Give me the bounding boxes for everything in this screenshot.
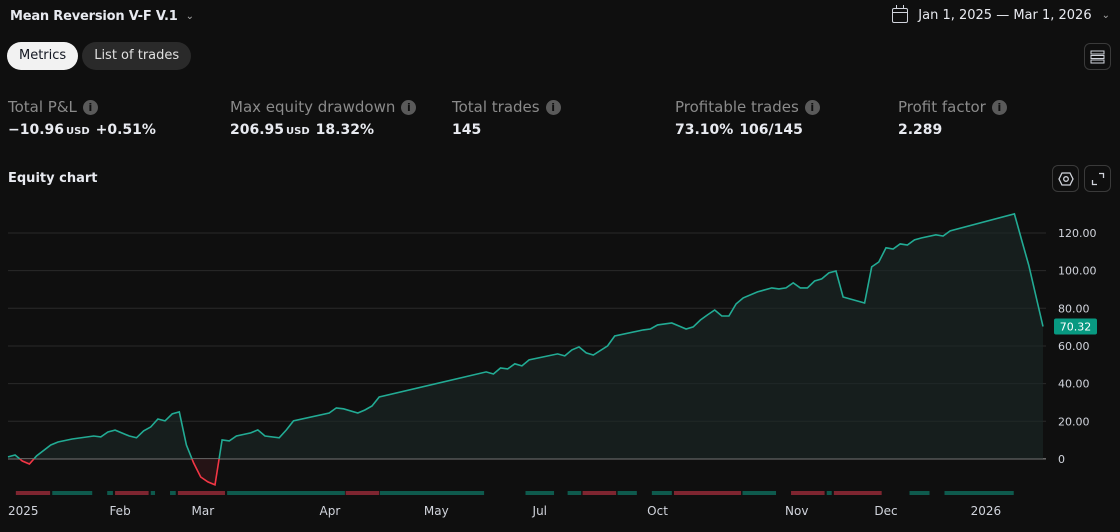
date-range-selector[interactable]: Jan 1, 2025 — Mar 1, 2026 ⌄ xyxy=(892,5,1110,23)
chart-expand-button[interactable] xyxy=(1084,165,1111,192)
x-tick-label: Dec xyxy=(874,504,897,518)
equity-area-positive xyxy=(8,213,1043,459)
metric-max-drawdown: Max equity drawdown i 206.95 USD 18.32% xyxy=(230,98,417,138)
calendar-icon xyxy=(892,5,909,23)
info-icon[interactable]: i xyxy=(82,99,98,115)
x-tick-label: Oct xyxy=(647,504,668,518)
y-tick-label: 80.00 xyxy=(1058,302,1090,315)
metric-extra: 18.32% xyxy=(315,122,374,138)
chart-title: Equity chart xyxy=(8,171,98,186)
strategy-name: Mean Reversion V-F V.1 xyxy=(10,9,178,24)
period-bar-profit xyxy=(150,491,156,495)
x-tick-label: Nov xyxy=(785,504,808,518)
period-bar-profit xyxy=(170,491,176,495)
metric-label: Profit factor xyxy=(898,98,986,116)
period-bar-loss xyxy=(345,491,380,495)
y-tick-label: 60.00 xyxy=(1058,340,1090,353)
expand-icon xyxy=(1091,172,1104,185)
metric-unit: USD xyxy=(66,126,90,137)
x-tick-label: Jul xyxy=(532,504,547,518)
y-tick-label: 0 xyxy=(1058,453,1065,466)
period-bar-profit xyxy=(379,491,485,495)
period-bar-loss xyxy=(791,491,825,495)
y-tick-label: 20.00 xyxy=(1058,415,1090,428)
metric-profit-factor: Profit factor i 2.289 xyxy=(898,98,1007,138)
period-bar-profit xyxy=(617,491,637,495)
period-bar-profit xyxy=(826,491,832,495)
metric-total-trades: Total trades i 145 xyxy=(452,98,561,138)
period-bar-loss xyxy=(673,491,742,495)
metric-profitable-trades: Profitable trades i 73.10% 106/145 xyxy=(675,98,820,138)
strategy-selector[interactable]: Mean Reversion V-F V.1 ⌄ xyxy=(10,9,194,24)
metric-extra: 106/145 xyxy=(739,122,803,138)
period-bar-profit xyxy=(52,491,93,495)
metric-label: Total P&L xyxy=(8,98,77,116)
last-value-badge xyxy=(1054,318,1097,335)
info-icon[interactable]: i xyxy=(545,99,561,115)
date-range-text: Jan 1, 2025 — Mar 1, 2026 xyxy=(918,8,1092,23)
x-tick-label: Feb xyxy=(109,504,130,518)
period-bar-profit xyxy=(227,491,345,495)
last-value-label: 70.32 xyxy=(1060,321,1092,334)
period-bar-profit xyxy=(567,491,582,495)
period-bar-loss xyxy=(177,491,225,495)
info-icon[interactable]: i xyxy=(991,99,1007,115)
chevron-down-icon: ⌄ xyxy=(1101,10,1110,21)
equity-area-negative xyxy=(8,458,1043,485)
layout-menu-button[interactable] xyxy=(1084,43,1111,70)
info-icon[interactable]: i xyxy=(401,99,417,115)
metric-value: 2.289 xyxy=(898,122,943,138)
x-tick-label: Apr xyxy=(320,504,341,518)
menu-lines-icon xyxy=(1090,50,1105,63)
chevron-down-icon: ⌄ xyxy=(185,11,194,22)
x-tick-label: Mar xyxy=(192,504,215,518)
metric-label: Total trades xyxy=(452,98,540,116)
period-bar-loss xyxy=(115,491,149,495)
equity-line-positive xyxy=(7,212,1044,459)
info-icon[interactable]: i xyxy=(804,99,820,115)
tab-metrics[interactable]: Metrics xyxy=(7,42,79,70)
view-tabs: Metrics List of trades xyxy=(7,42,192,70)
y-tick-label: 120.00 xyxy=(1058,227,1097,240)
period-bar-profit xyxy=(107,491,113,495)
metric-value: 145 xyxy=(452,122,482,138)
period-bar-loss xyxy=(15,491,51,495)
metric-label: Profitable trades xyxy=(675,98,799,116)
period-bar-profit xyxy=(651,491,672,495)
metric-total-pnl: Total P&L i −10.96 USD +0.51% xyxy=(8,98,156,138)
y-tick-label: 100.00 xyxy=(1058,265,1097,278)
x-tick-label: 2026 xyxy=(971,504,1002,518)
period-bar-loss xyxy=(833,491,882,495)
metric-value: 206.95 xyxy=(230,122,285,138)
period-bar-loss xyxy=(582,491,617,495)
metric-unit: USD xyxy=(286,126,310,137)
metric-value: −10.96 xyxy=(8,122,65,138)
x-tick-label: 2025 xyxy=(8,504,39,518)
tab-list-of-trades[interactable]: List of trades xyxy=(82,42,192,70)
period-bar-profit xyxy=(742,491,777,495)
y-tick-label: 40.00 xyxy=(1058,378,1090,391)
hexagon-settings-icon xyxy=(1057,171,1074,186)
x-tick-label: May xyxy=(424,504,449,518)
metric-value: 73.10% xyxy=(675,122,734,138)
metric-label: Max equity drawdown xyxy=(230,98,396,116)
chart-settings-button[interactable] xyxy=(1052,165,1079,192)
period-bar-profit xyxy=(525,491,555,495)
metric-extra: +0.51% xyxy=(95,122,156,138)
period-bar-profit xyxy=(944,491,1014,495)
period-bar-profit xyxy=(909,491,930,495)
